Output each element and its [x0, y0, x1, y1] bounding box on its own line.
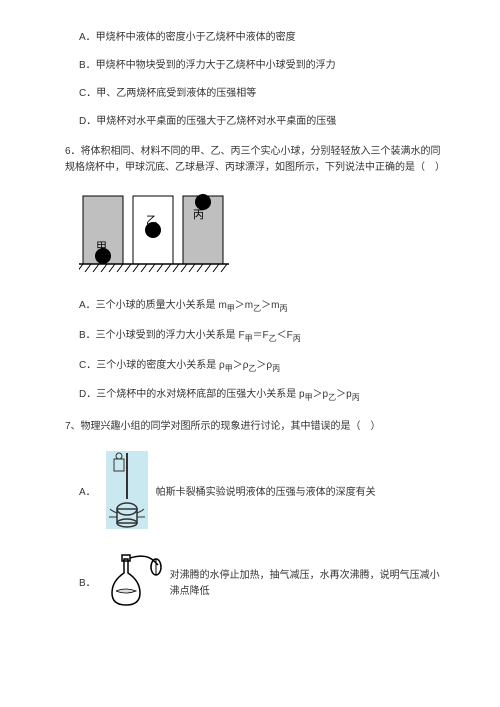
- boiling-flask-icon: [106, 551, 162, 617]
- q7-b-label: B．: [79, 576, 96, 592]
- q6-figure: 甲 乙 丙: [79, 190, 445, 284]
- q7-a-label: A．: [79, 485, 96, 501]
- label-jia: 甲: [96, 241, 107, 253]
- q6-option-c: C．三个小球的密度大小关系是 ρ甲＞ρ乙＞ρ丙: [65, 358, 445, 376]
- pascal-barrel-icon: [106, 451, 148, 535]
- q7-a-text: 帕斯卡裂桶实验说明液体的压强与液体的深度有关: [156, 485, 445, 501]
- prev-option-b: B．甲烧杯中物块受到的浮力大于乙烧杯中小球受到的浮力: [65, 58, 445, 74]
- q6-option-a: A．三个小球的质量大小关系是 m甲＞m乙＞m丙: [65, 298, 445, 316]
- q7-option-b: B． 对沸腾的水停止加热，抽气减压，水再次沸腾，说明气压减小沸点降低: [65, 551, 445, 617]
- q6-stem: 6．将体积相同、材料不同的甲、乙、丙三个实心小球，分别轻轻放入三个装满水的同规格…: [65, 144, 445, 176]
- label-bing: 丙: [193, 209, 204, 221]
- q7-stem: 7、物理兴趣小组的同学对图所示的现象进行讨论，其中错误的是（ ）: [65, 419, 445, 435]
- prev-option-c: C．甲、乙两烧杯底受到液体的压强相等: [65, 86, 445, 102]
- q7-option-a: A． 帕斯卡裂桶实验说明液体的压强与液体的深度有关: [65, 451, 445, 535]
- prev-option-a: A．甲烧杯中液体的密度小于乙烧杯中液体的密度: [65, 30, 445, 46]
- label-yi: 乙: [146, 214, 157, 227]
- prev-option-d: D．甲烧杯对水平桌面的压强大于乙烧杯对水平桌面的压强: [65, 114, 445, 130]
- q6-option-b: B．三个小球受到的浮力大小关系是 F甲＝F乙＜F丙: [65, 328, 445, 346]
- q6-option-d: D．三个烧杯中的水对烧杯底部的压强大小关系是 p甲＞p乙＞p丙: [65, 387, 445, 405]
- q7-b-text: 对沸腾的水停止加热，抽气减压，水再次沸腾，说明气压减小沸点降低: [170, 568, 445, 600]
